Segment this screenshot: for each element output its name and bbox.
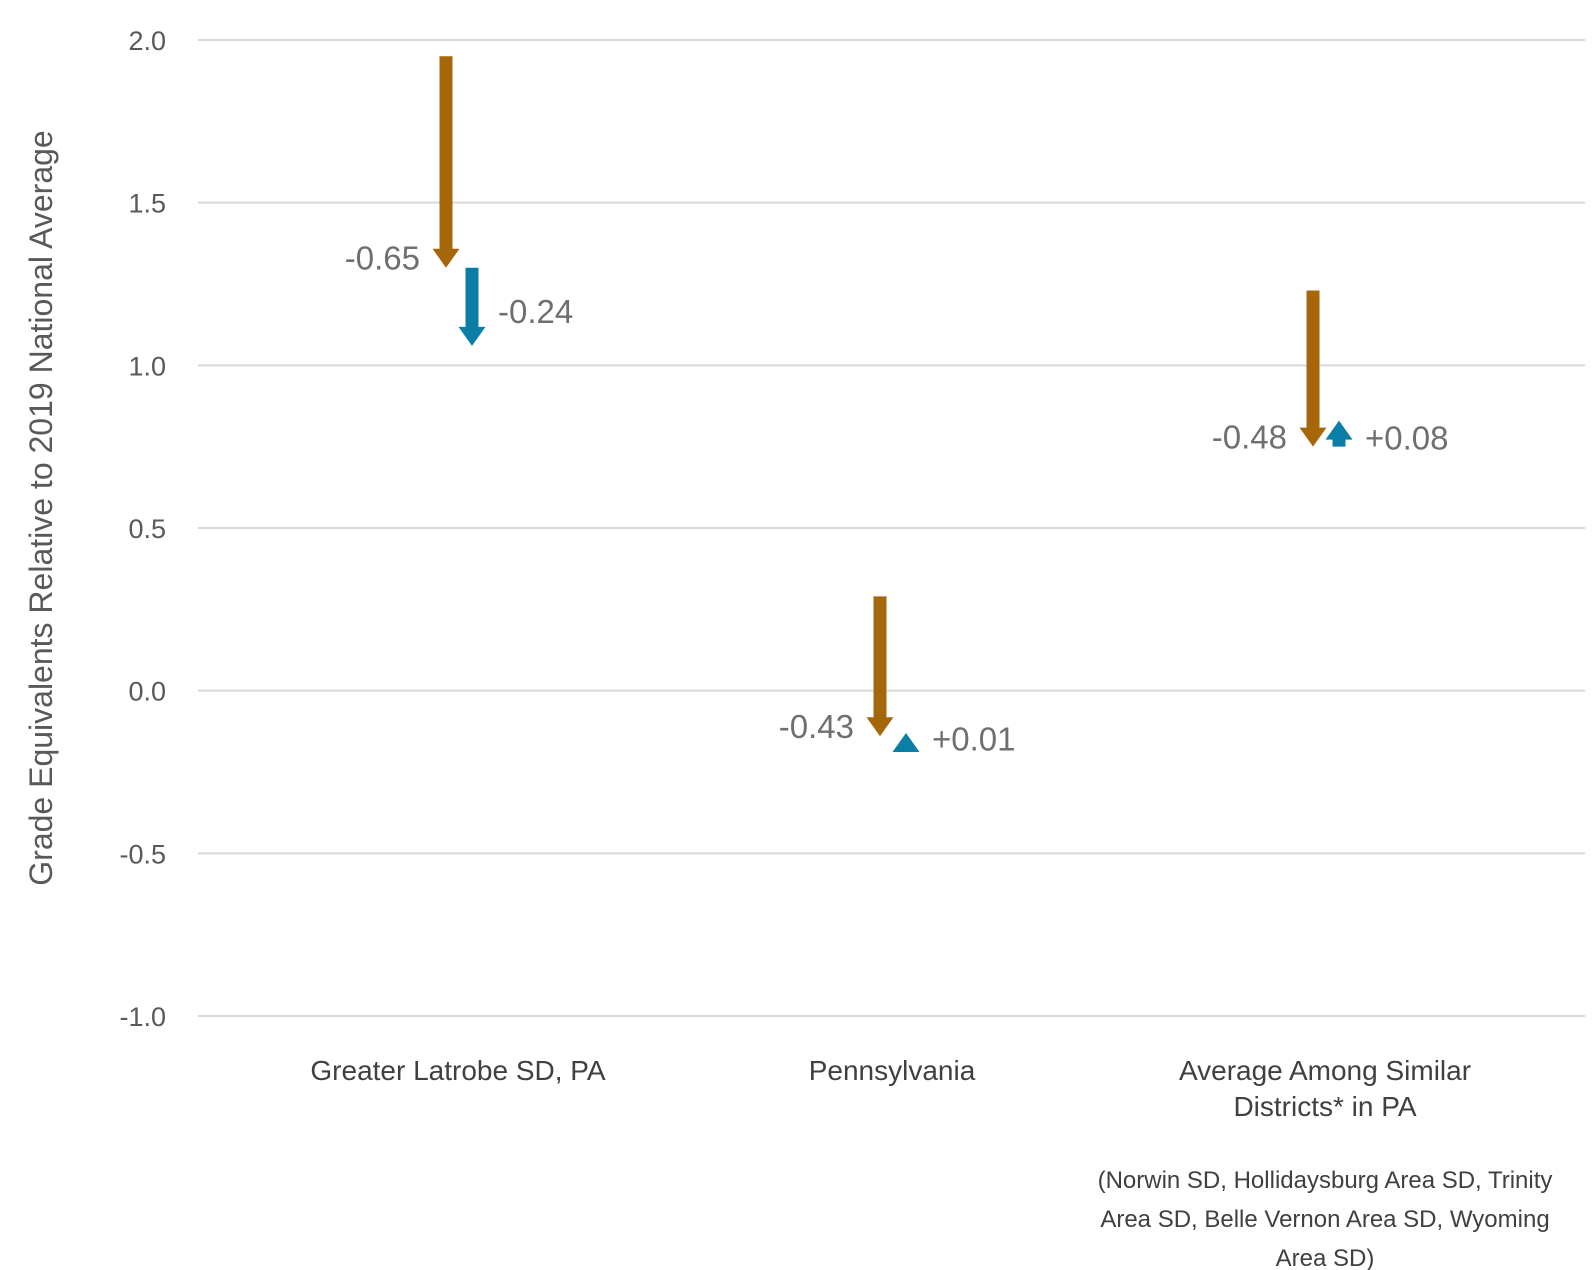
change-arrow [458,267,486,346]
data-labels: -0.65 -0.43 -0.48 -0.24 +0.01 +0.08 [345,240,1449,758]
decline-value-label: -0.48 [1212,419,1287,456]
change-value-label: +0.08 [1365,420,1449,457]
footnote-line: (Norwin SD, Hollidaysburg Area SD, Trini… [1098,1167,1553,1194]
x-category-label: Average Among Similar [1179,1055,1471,1086]
footnote-line: Area SD) [1276,1245,1375,1270]
x-axis-categories: Greater Latrobe SD, PA Pennsylvania Averag… [310,1055,1471,1122]
decline-value-label: -0.43 [779,708,854,745]
x-category-label: Pennsylvania [809,1055,976,1086]
arrows [432,56,1353,752]
decline-arrow [866,596,894,737]
change-value-label: -0.24 [498,293,573,330]
y-tick-label: -0.5 [119,839,166,869]
footnote-line: Area SD, Belle Vernon Area SD, Wyoming [1100,1206,1549,1233]
y-tick-label: 2.0 [128,26,166,56]
gridlines [198,39,1585,1017]
y-axis-title: Grade Equivalents Relative to 2019 Natio… [23,130,59,885]
y-tick-label: 1.0 [128,351,166,381]
change-arrow [892,732,920,752]
y-tick-label: 1.5 [128,189,166,219]
y-tick-label: 0.5 [128,514,166,544]
change-value-label: +0.01 [932,721,1016,758]
x-category-label: Greater Latrobe SD, PA [310,1055,606,1086]
decline-arrow [1299,290,1327,447]
decline-arrow [432,56,460,268]
change-arrow [1325,420,1353,447]
decline-value-label: -0.65 [345,240,420,277]
footnote: (Norwin SD, Hollidaysburg Area SD, Trini… [1098,1167,1553,1270]
y-axis-ticks: 2.0 1.5 1.0 0.5 0.0 -0.5 -1.0 [119,26,166,1032]
y-tick-label: 0.0 [128,677,166,707]
x-category-label: Districts* in PA [1233,1091,1416,1122]
y-tick-label: -1.0 [119,1002,166,1032]
